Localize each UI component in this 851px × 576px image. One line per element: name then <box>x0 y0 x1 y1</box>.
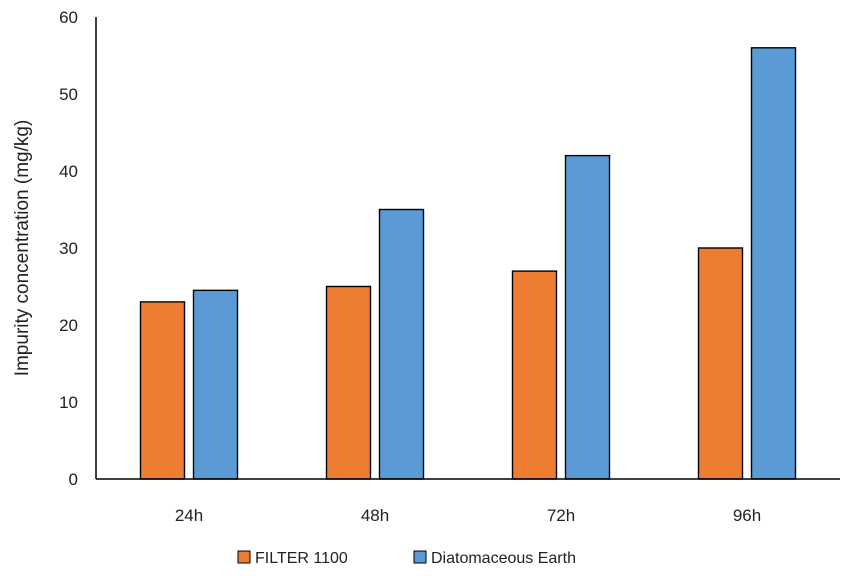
y-tick-label: 20 <box>59 316 78 335</box>
legend-label: FILTER 1100 <box>255 550 348 567</box>
bars <box>139 47 797 480</box>
y-tick-label: 50 <box>59 85 78 104</box>
y-axis-ticks: 0 10 20 30 40 50 60 <box>59 8 78 489</box>
bar-diatomaceous-earth-48h <box>378 208 425 480</box>
y-tick-label: 40 <box>59 162 78 181</box>
bar-filter-1100-48h <box>325 285 372 480</box>
legend: FILTER 1100 Diatomaceous Earth <box>237 550 576 567</box>
bar-diatomaceous-earth-72h <box>564 154 611 480</box>
legend-swatch <box>237 550 251 564</box>
legend-swatch <box>413 550 427 564</box>
y-tick-label: 10 <box>59 393 78 412</box>
legend-label: Diatomaceous Earth <box>431 550 576 567</box>
bar-filter-1100-96h <box>697 247 744 480</box>
bar-diatomaceous-earth-96h <box>750 47 797 480</box>
x-tick-label: 72h <box>547 506 575 525</box>
y-axis-title: Impurity concentration (mg/kg) <box>12 120 33 377</box>
y-tick-label: 0 <box>69 470 78 489</box>
x-axis-ticks: 24h 48h 72h 96h <box>175 506 761 525</box>
x-tick-label: 48h <box>361 506 389 525</box>
y-tick-label: 60 <box>59 8 78 27</box>
y-tick-label: 30 <box>59 239 78 258</box>
x-tick-label: 24h <box>175 506 203 525</box>
bar-filter-1100-24h <box>139 301 186 480</box>
bar-diatomaceous-earth-24h <box>192 289 239 480</box>
bar-filter-1100-72h <box>511 270 558 480</box>
x-tick-label: 96h <box>733 506 761 525</box>
